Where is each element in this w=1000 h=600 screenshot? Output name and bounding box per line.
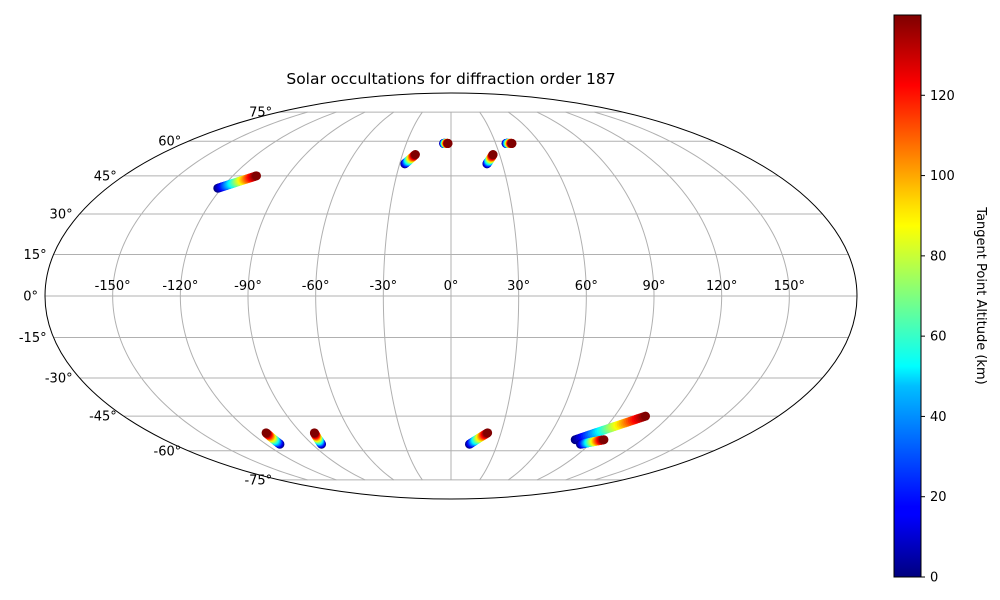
- occultation-point: [483, 428, 493, 438]
- longitude-gridline: [247, 111, 366, 481]
- longitude-tick-label: 60°: [575, 279, 598, 294]
- longitude-tick-label: -90°: [234, 279, 262, 294]
- colorbar-gradient: [893, 14, 922, 578]
- occultation-point: [641, 411, 651, 421]
- latitude-tick-label: -45°: [89, 410, 117, 425]
- occultation-point: [410, 150, 420, 160]
- longitude-tick-label: -30°: [369, 279, 397, 294]
- latitude-tick-label: 15°: [24, 248, 47, 263]
- colorbar-tick-label: 40: [930, 410, 947, 425]
- longitude-tick-label: 30°: [507, 279, 530, 294]
- longitude-gridline: [315, 111, 395, 481]
- longitude-tick-label: -60°: [302, 279, 330, 294]
- occultation-point: [488, 150, 498, 160]
- longitude-tick-label: -120°: [162, 279, 198, 294]
- latitude-tick-label: 30°: [50, 207, 73, 222]
- occultation-point: [507, 138, 517, 148]
- longitude-tick-label: 90°: [642, 279, 665, 294]
- mollweide-map: -150° -120° -90° -60° -30° 0° 30° 60° 90° 120° 150…: [19, 92, 858, 500]
- graticule: [45, 111, 857, 481]
- longitude-gridline: [479, 111, 520, 481]
- longitude-gridline: [565, 111, 723, 481]
- longitude-gridline: [594, 111, 790, 481]
- occultation-point: [443, 138, 453, 148]
- colorbar-ticks: 0 20 40 60 80 100 120: [921, 89, 955, 586]
- colorbar-tick-label: 80: [930, 249, 947, 264]
- longitude-gridline: [112, 111, 308, 481]
- latitude-tick-label: -30°: [45, 372, 73, 387]
- colorbar-label: Tangent Point Altitude (km): [973, 206, 988, 384]
- occultation-point: [309, 428, 319, 438]
- longitude-tick-labels: -150° -120° -90° -60° -30° 0° 30° 60° 90° 120° 150…: [95, 279, 805, 294]
- latitude-tick-label: 0°: [23, 290, 38, 305]
- chart-title: Solar occultations for diffraction order…: [286, 70, 615, 88]
- colorbar-tick-label: 0: [930, 571, 938, 586]
- latitude-tick-labels: 75° 60° 45° 30° 15° 0° -15° -30° -45° -60° -75°: [19, 106, 272, 489]
- latitude-tick-label: 75°: [249, 106, 272, 121]
- latitude-tick-label: -15°: [19, 331, 47, 346]
- longitude-gridline: [507, 111, 587, 481]
- occultation-point: [261, 428, 271, 438]
- colorbar: 0 20 40 60 80 100 120 Tangent Point Altitude (…: [893, 14, 988, 586]
- longitude-tick-label: 120°: [706, 279, 737, 294]
- latitude-tick-label: 45°: [94, 169, 117, 184]
- map-boundary: [44, 92, 858, 500]
- occultation-point: [251, 171, 261, 181]
- latitude-tick-label: 60°: [158, 135, 181, 150]
- occultation-point: [599, 435, 609, 445]
- colorbar-tick-label: 120: [930, 89, 955, 104]
- longitude-tick-label: -150°: [95, 279, 131, 294]
- colorbar-tick-label: 100: [930, 169, 955, 184]
- longitude-gridline: [382, 111, 423, 481]
- colorbar-tick-label: 60: [930, 330, 947, 345]
- longitude-tick-label: 150°: [774, 279, 805, 294]
- latitude-tick-label: -75°: [244, 473, 272, 488]
- longitude-gridline: [179, 111, 337, 481]
- occultation-points: [213, 138, 651, 449]
- longitude-tick-label: 0°: [444, 279, 459, 294]
- latitude-tick-label: -60°: [154, 444, 182, 459]
- colorbar-tick-label: 20: [930, 490, 947, 505]
